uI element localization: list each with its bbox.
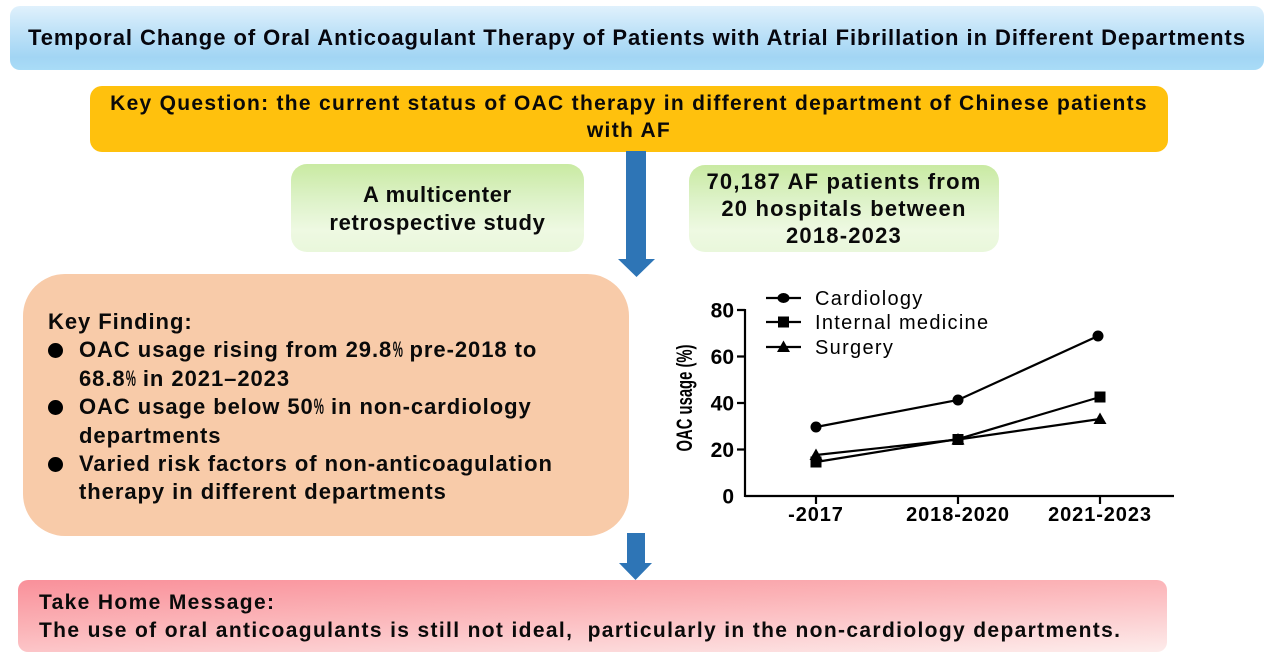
- svg-text:2018-2020: 2018-2020: [906, 504, 1010, 526]
- svg-text:0: 0: [722, 486, 734, 509]
- svg-text:80: 80: [711, 300, 734, 323]
- svg-text:Internal medicine: Internal medicine: [815, 312, 989, 334]
- svg-text:20: 20: [711, 439, 734, 462]
- svg-text:Surgery: Surgery: [815, 337, 894, 359]
- svg-text:60: 60: [711, 346, 734, 369]
- svg-text:Cardiology: Cardiology: [815, 288, 924, 310]
- svg-text:40: 40: [711, 393, 734, 416]
- svg-text:2021-2023: 2021-2023: [1048, 504, 1152, 526]
- svg-text:-2017: -2017: [788, 504, 844, 526]
- svg-text:OAC usage (%): OAC usage (%): [672, 345, 697, 452]
